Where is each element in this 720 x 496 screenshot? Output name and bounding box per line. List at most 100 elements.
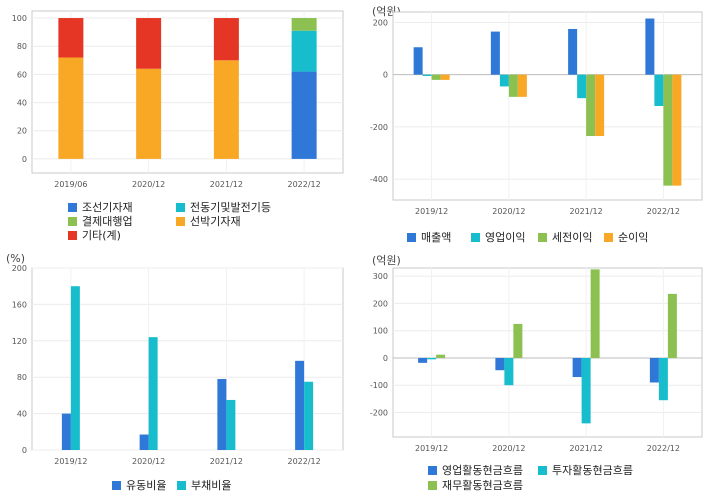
bar [431,74,441,80]
bar [136,18,162,69]
chart-ratios: (%) 0 40 80 120 160 200 2019/12 2020/12 2021/12 2… [0,248,360,496]
bar [654,74,664,106]
y-tick-label: 100 [373,327,388,336]
bar [517,74,527,97]
y-tick-label: 0 [383,354,388,363]
chart-income-plot: -400 -200 0 200 2019/12 2020/12 2021/12 2022/12 [370,11,703,216]
bar [568,28,578,75]
plot-frame [31,10,344,174]
legend-swatch [538,232,547,242]
y-tick-label: -400 [370,175,388,184]
y-tick-label: 300 [373,272,388,281]
y-tick-label: 40 [17,410,27,419]
bar [58,57,84,159]
y-tick-label: 100 [12,14,27,23]
legend-item: 결제대행업 [68,213,133,229]
legend-item: 전동기및발전기등 [176,199,271,215]
legend-income: 매출액 영업이익 세전이익 순이익 [360,0,720,248]
bar [139,434,149,450]
legend-swatch [428,480,437,490]
legend-label: 영업활동현금흐름 [442,464,523,477]
legend-item: 순이익 [604,229,648,245]
legend-label: 세전이익 [552,231,593,244]
legend-sales-composition: 조선기자재 전동기및발전기등 결제대행업 선박기자재 기타(계) [0,0,360,248]
bar [427,357,437,360]
legend-item: 영업활동현금흐름 [428,462,523,478]
legend-swatch [68,202,77,212]
bar [226,399,236,450]
y-tick-label: 60 [17,70,27,79]
legend-item: 유동비율 [112,477,166,493]
bar [667,293,677,358]
bar [213,18,239,61]
bar [58,18,84,58]
bar [413,47,423,75]
bar [645,18,655,75]
bar [136,68,162,159]
bar [422,74,432,76]
x-tick-label: 2021/12 [570,207,603,216]
x-tick-label: 2021/12 [210,457,243,466]
legend-ratios: 유동비율 부채비율 [0,248,360,496]
y-tick-label: 200 [373,18,388,27]
x-tick-label: 2020/12 [132,457,165,466]
legend-cashflow: 영업활동현금흐름 투자활동현금흐름 재무활동현금흐름 [360,248,720,496]
y-tick-label: 80 [17,373,27,382]
x-tick-label: 2019/12 [415,444,448,453]
legend-swatch [68,230,77,240]
legend-swatch [471,232,480,242]
y-tick-label: 160 [12,300,27,309]
chart-sales-composition-plot: 0 20 40 60 80 100 2019/06 2020/12 2021/12 2022/12 [12,10,344,189]
bar [213,60,239,159]
legend-swatch [604,232,613,242]
y-tick-label: -200 [370,408,388,417]
legend-swatch [176,216,185,226]
bar [672,74,682,186]
y-tick-label: 20 [17,127,27,136]
legend-item: 기타(계) [68,227,121,243]
bar [418,357,428,363]
bar [61,413,71,450]
y-tick-label: -200 [370,123,388,132]
legend-item: 재무활동현금흐름 [428,477,523,493]
legend-item: 부채비율 [177,477,231,493]
bar [658,357,668,401]
bar [291,71,317,159]
unit-label: (%) [6,252,26,265]
bar [291,18,317,31]
x-tick-label: 2019/12 [415,207,448,216]
bar [436,354,446,358]
bar [490,31,500,75]
bar [295,360,305,450]
legend-label: 전동기및발전기등 [190,201,271,214]
legend-swatch [68,216,77,226]
x-tick-label: 2022/12 [288,180,321,189]
chart-cashflow: (억원) -200 -100 0 100 200 300 2019/12 2020/12 202… [360,248,720,496]
bar [649,357,659,383]
legend-item: 세전이익 [538,229,592,245]
y-tick-label: 40 [17,99,27,108]
x-tick-label: 2022/12 [288,457,321,466]
legend-swatch [407,232,416,242]
bar [504,357,514,386]
chart-cashflow-plot: -200 -100 0 100 200 300 2019/12 2020/12 2021/12 2… [370,267,703,453]
x-tick-label: 2021/12 [210,180,243,189]
plot-frame [31,267,344,451]
chart-ratios-plot: 0 40 80 120 160 200 2019/12 2020/12 2021/12 2022/… [12,264,344,466]
x-tick-label: 2022/12 [647,444,680,453]
legend-label: 조선기자재 [82,201,133,214]
bar [291,30,317,72]
x-tick-label: 2020/12 [492,207,525,216]
bar [440,74,450,80]
bar [70,286,80,450]
y-tick-label: 0 [22,155,27,164]
x-tick-label: 2021/12 [570,444,603,453]
bar [663,74,673,186]
legend-swatch [538,465,547,475]
legend-item: 매출액 [407,229,451,245]
legend-swatch [176,202,185,212]
bar [508,74,518,97]
y-tick-label: 80 [17,42,27,51]
legend-label: 투자활동현금흐름 [552,464,633,477]
bar [577,74,587,99]
